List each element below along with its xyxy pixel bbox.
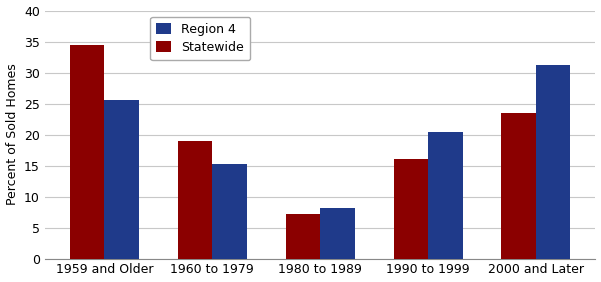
Bar — [501, 113, 536, 259]
Bar — [70, 45, 105, 259]
Bar — [285, 214, 320, 259]
Bar — [320, 208, 355, 259]
Bar — [178, 141, 212, 259]
Legend: Region 4, Statewide: Region 4, Statewide — [150, 17, 251, 60]
Bar — [212, 164, 247, 259]
Y-axis label: Percent of Sold Homes: Percent of Sold Homes — [5, 64, 19, 206]
Bar — [428, 132, 463, 259]
Bar — [394, 159, 428, 259]
Bar — [536, 65, 570, 259]
Bar — [105, 100, 139, 259]
